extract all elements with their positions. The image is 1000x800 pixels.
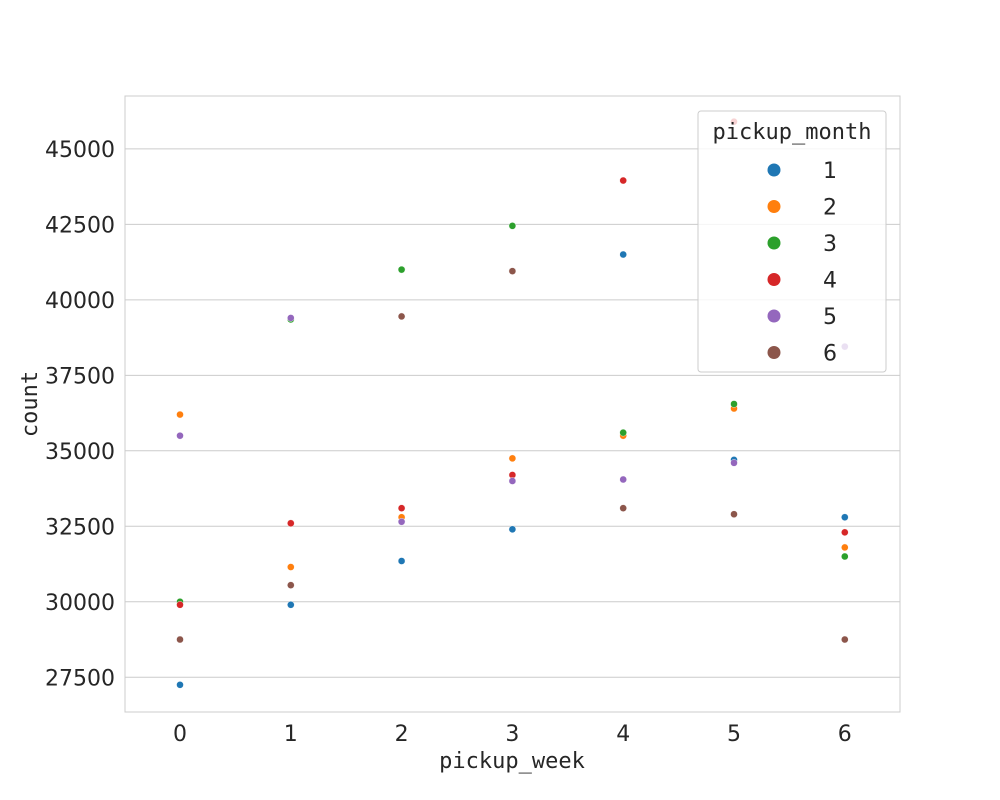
data-point bbox=[287, 563, 295, 571]
legend-marker bbox=[767, 346, 781, 359]
data-point bbox=[287, 314, 295, 322]
data-point bbox=[176, 410, 184, 419]
y-axis-label: count bbox=[18, 371, 43, 437]
y-tick-labels: 27500 30000 32500 35000 37500 40000 42500 45000 bbox=[45, 138, 115, 691]
series-2 bbox=[176, 404, 849, 571]
data-point bbox=[841, 528, 849, 537]
legend-marker bbox=[767, 200, 781, 213]
data-point bbox=[619, 428, 627, 437]
data-point bbox=[508, 454, 517, 463]
x-tick-label: 6 bbox=[838, 722, 852, 747]
legend-label: 2 bbox=[823, 196, 837, 221]
data-point bbox=[841, 552, 849, 561]
y-tick-label: 45000 bbox=[45, 138, 115, 163]
x-tick-label: 2 bbox=[395, 722, 409, 747]
legend-label: 5 bbox=[823, 305, 837, 330]
data-point bbox=[841, 635, 849, 644]
x-tick-label: 5 bbox=[727, 722, 741, 747]
legend-label: 3 bbox=[823, 232, 837, 257]
legend-items: 1 2 3 4 5 6 bbox=[767, 159, 837, 367]
data-point bbox=[176, 432, 184, 440]
y-tick-label: 32500 bbox=[45, 515, 115, 540]
data-point bbox=[619, 475, 627, 484]
legend-marker bbox=[767, 163, 781, 177]
data-point bbox=[176, 681, 184, 689]
points-layer bbox=[176, 117, 849, 689]
legend-label: 1 bbox=[823, 159, 837, 184]
y-tick-label: 37500 bbox=[45, 364, 115, 389]
data-point bbox=[730, 459, 738, 467]
x-tick-label: 4 bbox=[616, 722, 630, 747]
y-tick-label: 40000 bbox=[45, 289, 115, 314]
data-point bbox=[508, 222, 517, 230]
data-point bbox=[619, 176, 627, 185]
data-point bbox=[841, 543, 849, 552]
data-point bbox=[176, 601, 184, 609]
data-point bbox=[287, 601, 295, 609]
data-point bbox=[176, 635, 184, 644]
legend-label: 6 bbox=[823, 342, 837, 367]
data-point bbox=[841, 513, 849, 521]
series-6 bbox=[176, 267, 849, 644]
y-tick-label: 35000 bbox=[45, 440, 115, 465]
x-axis-label: pickup_week bbox=[439, 749, 585, 774]
data-point bbox=[397, 312, 406, 321]
legend[interactable]: pickup_month 1 2 3 4 5 6 bbox=[697, 110, 887, 373]
legend-frame bbox=[697, 110, 887, 373]
data-point bbox=[508, 525, 517, 534]
data-point bbox=[619, 250, 627, 259]
plot-frame bbox=[124, 95, 901, 713]
x-tick-labels: 0 1 2 3 4 5 6 bbox=[173, 722, 852, 747]
legend-marker bbox=[767, 273, 781, 286]
legend-marker bbox=[767, 309, 781, 323]
legend-label: 4 bbox=[823, 269, 837, 294]
data-point bbox=[397, 504, 406, 512]
x-tick-label: 3 bbox=[505, 722, 519, 747]
data-point bbox=[397, 557, 406, 565]
legend-marker bbox=[767, 236, 781, 250]
legend-title: pickup_month bbox=[713, 120, 872, 145]
data-point bbox=[287, 519, 295, 527]
data-point bbox=[287, 581, 295, 589]
y-tick-label: 27500 bbox=[45, 666, 115, 691]
data-point bbox=[397, 265, 406, 274]
data-point bbox=[397, 518, 406, 526]
x-tick-label: 1 bbox=[284, 722, 298, 747]
x-tick-label: 0 bbox=[173, 722, 187, 747]
data-point bbox=[730, 510, 738, 518]
data-point bbox=[508, 477, 517, 485]
y-tick-label: 42500 bbox=[45, 213, 115, 238]
y-tick-label: 30000 bbox=[45, 591, 115, 616]
data-point bbox=[619, 504, 627, 512]
data-point bbox=[730, 400, 738, 408]
data-point bbox=[508, 267, 517, 275]
